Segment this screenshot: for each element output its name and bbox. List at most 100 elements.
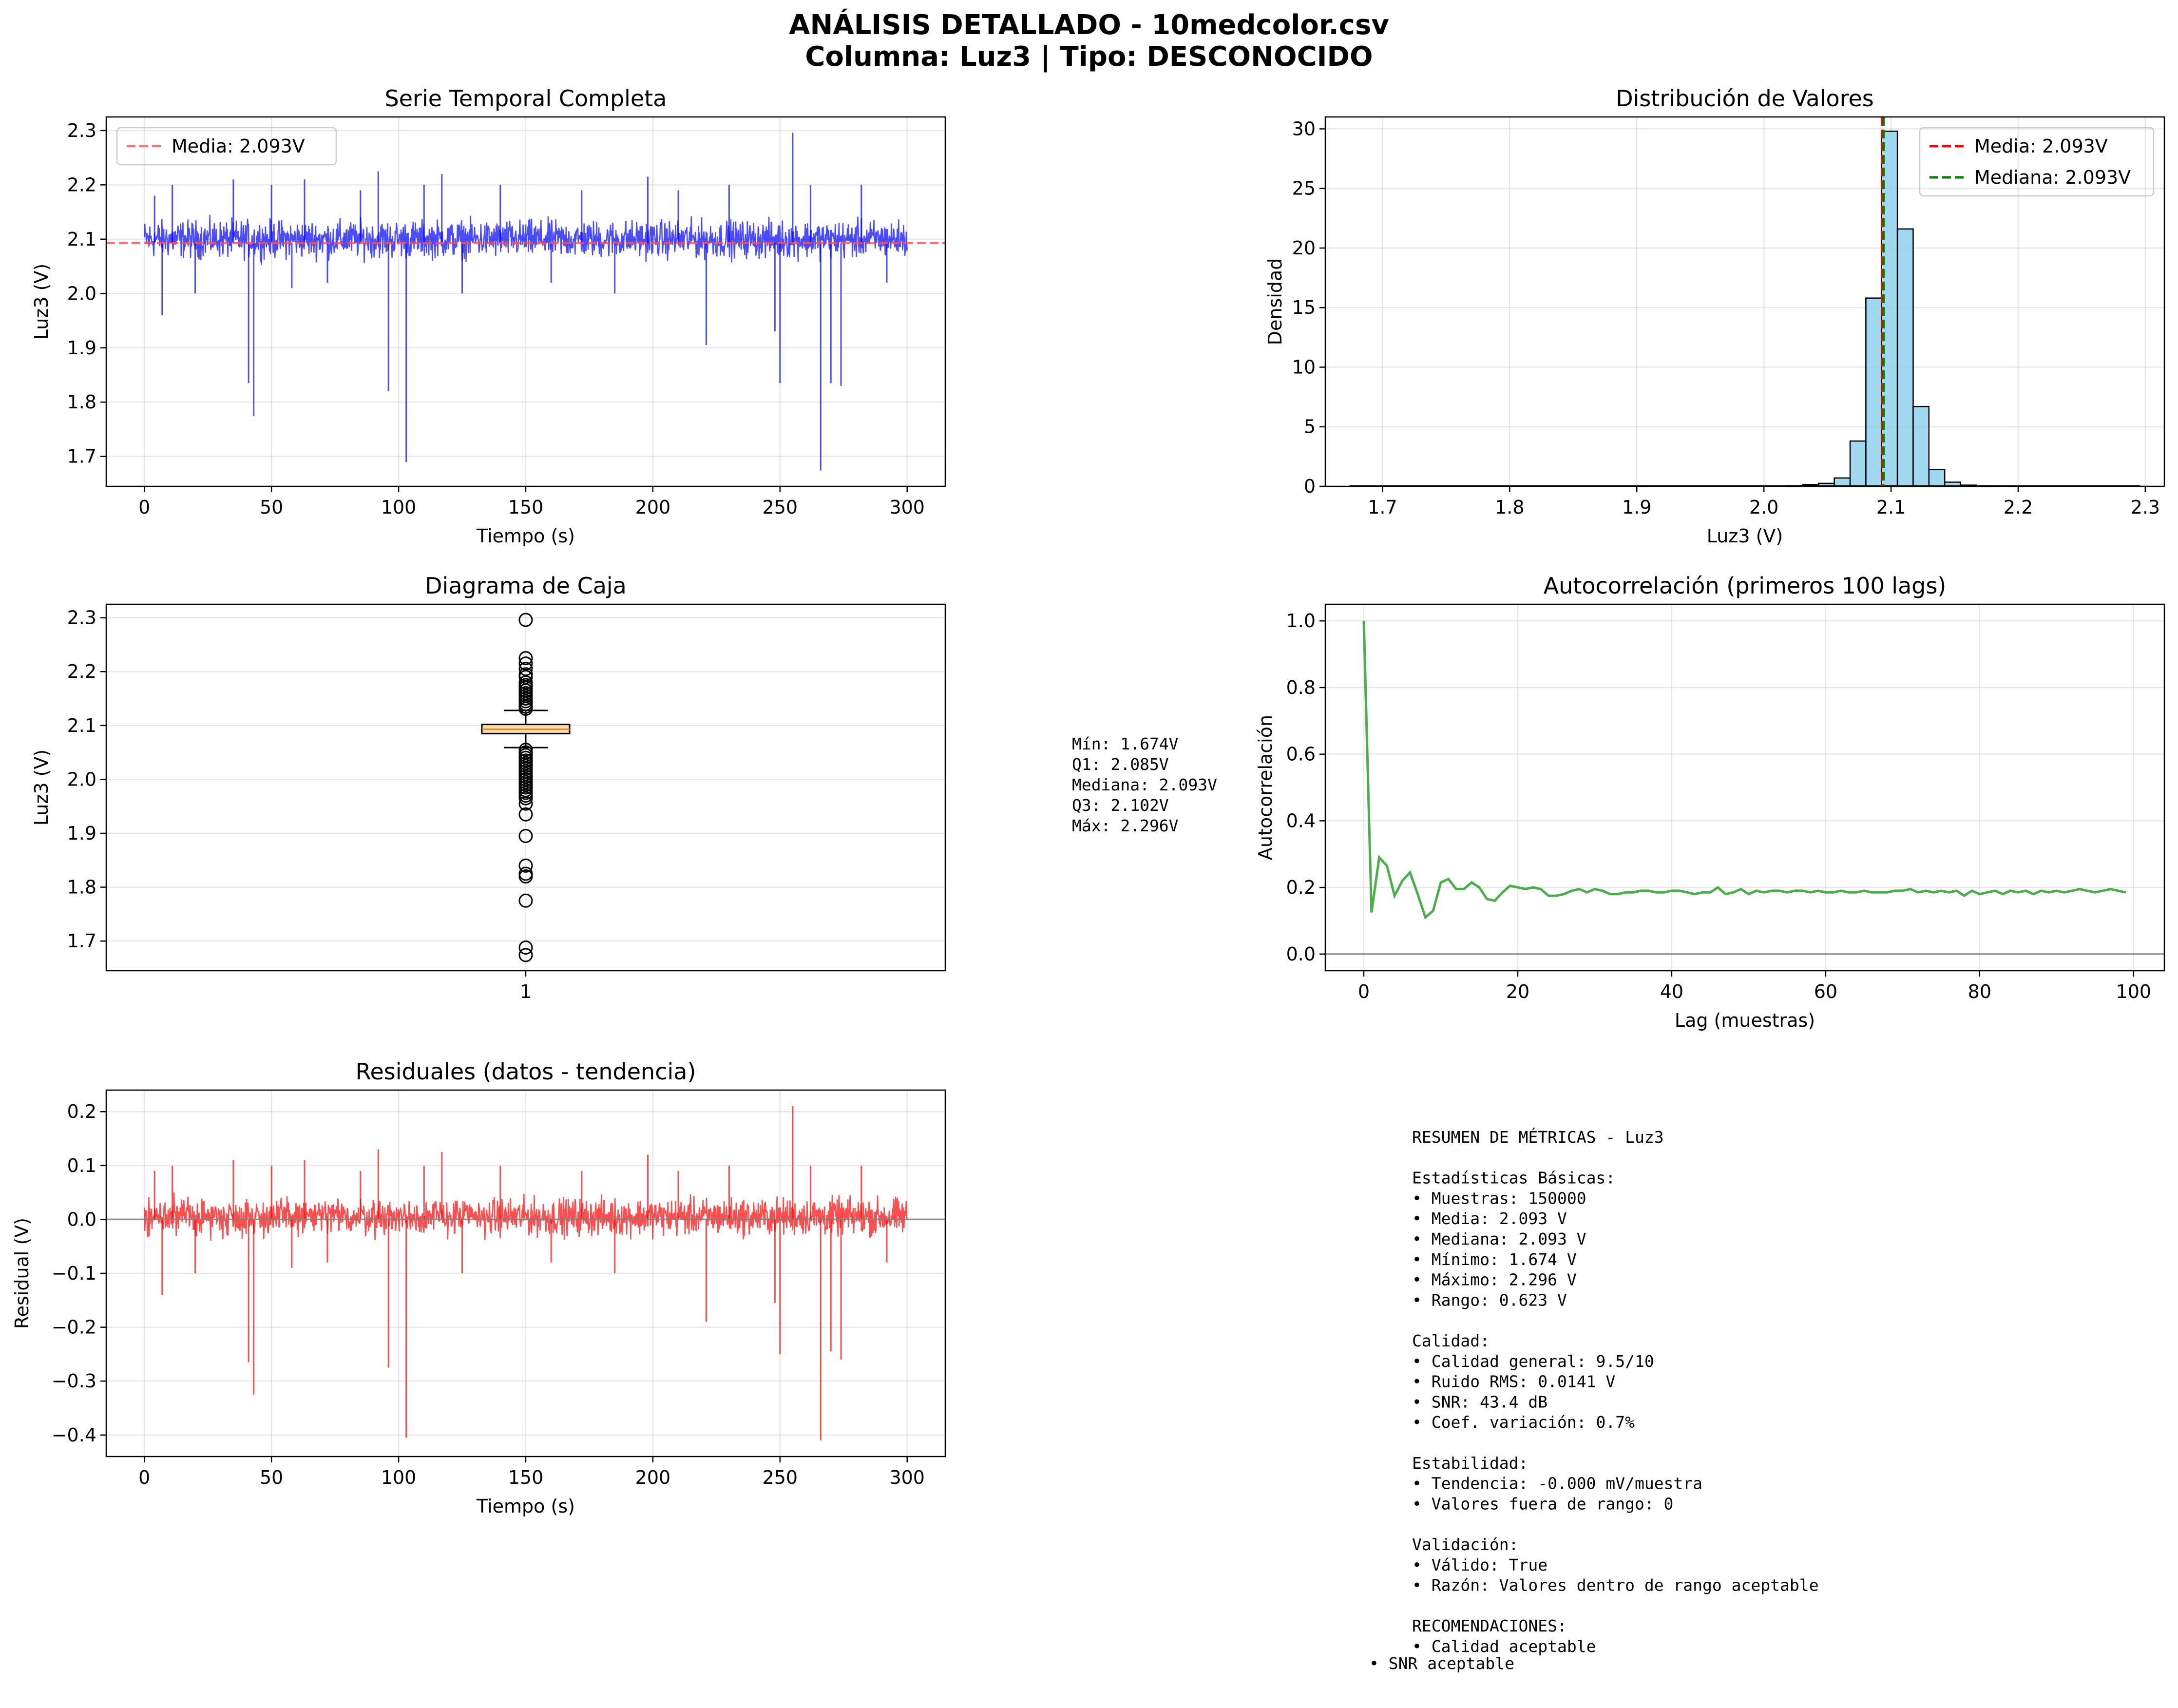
x-tick-label: 2.3	[2131, 497, 2160, 518]
y-tick-label: 1.8	[67, 877, 96, 898]
histogram-bar	[1849, 440, 1867, 487]
summary-line: • Media: 2.093 V	[1412, 1209, 1567, 1228]
legend-entry-mediana: Mediana: 2.093V	[1974, 167, 2131, 188]
x-tick-label: 2.2	[2004, 497, 2033, 518]
box-stat-line: Q1: 2.085V	[1072, 755, 1169, 774]
box-stat-line: Mediana: 2.093V	[1072, 775, 1217, 794]
outlier-point	[518, 796, 533, 811]
x-tick-label: 150	[508, 1467, 544, 1488]
x-tick-label: 1.9	[1622, 497, 1651, 518]
outlier-point	[518, 662, 533, 676]
y-tick-label: 0.4	[1286, 810, 1316, 831]
y-tick-label: 20	[1292, 237, 1316, 259]
summary-line: • Válido: True	[1412, 1555, 1548, 1574]
y-tick-label: 5	[1304, 416, 1316, 438]
panel-autocorrelacion: Autocorrelación (primeros 100 lags) Lag …	[1255, 573, 2165, 1031]
y-tick-label: 25	[1292, 178, 1316, 199]
y-axis-label: Luz3 (V)	[31, 264, 52, 340]
summary-line: RECOMENDACIONES:	[1412, 1616, 1567, 1635]
x-tick-label: 1.7	[1368, 497, 1397, 518]
summary-line: • Rango: 0.623 V	[1412, 1290, 1567, 1309]
y-tick-label: 1.9	[67, 823, 96, 844]
y-tick-label: 0.0	[67, 1209, 96, 1230]
outlier-point	[518, 829, 533, 844]
panel-residuales: Residuales (datos - tendencia) Tiempo (s…	[11, 1058, 946, 1517]
outlier-point	[518, 948, 533, 962]
x-tick-label: 100	[2116, 981, 2152, 1002]
outlier-point	[518, 807, 533, 822]
y-tick-label: 2.1	[67, 715, 96, 736]
x-tick-label: 80	[1968, 981, 1991, 1002]
x-tick-label: 200	[635, 497, 671, 518]
figure-title-line-1: ANÁLISIS DETALLADO - 10medcolor.csv	[789, 9, 1389, 41]
outlier-point	[518, 858, 533, 873]
y-axis-label: Residual (V)	[11, 1218, 33, 1329]
x-tick-label: 50	[260, 497, 283, 518]
legend: Media: 2.093V	[116, 127, 337, 166]
summary-line: Estabilidad:	[1412, 1454, 1528, 1473]
summary-line: • Calidad aceptable	[1412, 1637, 1596, 1656]
summary-line: RESUMEN DE MÉTRICAS - Luz3	[1412, 1127, 1664, 1147]
summary-line: • SNR: 43.4 dB	[1412, 1392, 1548, 1411]
y-tick-label: 2.3	[67, 607, 96, 629]
summary-line: • Razón: Valores dentro de rango aceptab…	[1412, 1576, 1818, 1595]
metrics-summary: RESUMEN DE MÉTRICAS - Luz3 Estadísticas B…	[1412, 1127, 1818, 1656]
outlier-point	[518, 702, 533, 716]
y-tick-label: 2.2	[67, 174, 96, 195]
y-tick-label: 1.9	[67, 337, 96, 359]
x-tick-label: 60	[1814, 981, 1837, 1002]
y-axis-label: Densidad	[1264, 258, 1286, 345]
panel-title: Autocorrelación (primeros 100 lags)	[1544, 573, 1947, 599]
panel-title: Serie Temporal Completa	[385, 85, 667, 112]
outlier-point	[518, 656, 533, 671]
y-tick-label: 1.7	[67, 930, 96, 952]
y-tick-label: 30	[1292, 118, 1316, 139]
x-tick-label: 1	[520, 981, 532, 1002]
axes-frame	[1324, 603, 2165, 972]
summary-line: Validación:	[1412, 1535, 1519, 1554]
panel-distribucion: Distribución de Valores Luz3 (V) Densida…	[1264, 85, 2165, 547]
axes-frame	[105, 603, 946, 972]
y-tick-label: −0.2	[52, 1317, 96, 1338]
summary-line: • Muestras: 150000	[1412, 1189, 1586, 1208]
y-tick-label: −0.1	[52, 1263, 96, 1284]
x-tick-label: 0	[1358, 981, 1370, 1002]
y-tick-label: 0.6	[1286, 744, 1316, 765]
y-tick-label: 2.0	[67, 768, 96, 790]
x-tick-label: 2.0	[1749, 497, 1778, 518]
summary-line: • Mínimo: 1.674 V	[1412, 1250, 1577, 1269]
summary-line: • Máximo: 2.296 V	[1412, 1270, 1577, 1289]
x-tick-label: 1.8	[1495, 497, 1524, 518]
summary-line: • Mediana: 2.093 V	[1412, 1229, 1586, 1248]
plot-layer	[1325, 604, 2164, 971]
histogram-bar	[1896, 228, 1914, 487]
y-tick-label: −0.4	[52, 1424, 96, 1446]
x-tick-label: 300	[889, 1467, 925, 1488]
acf-line	[1362, 621, 2126, 920]
y-tick-label: 0.8	[1286, 677, 1316, 698]
histogram-bar	[1834, 477, 1851, 487]
x-axis-label: Tiempo (s)	[476, 1496, 575, 1517]
panel-title: Diagrama de Caja	[425, 573, 627, 599]
panel-title: Residuales (datos - tendencia)	[356, 1058, 696, 1085]
y-tick-label: 15	[1292, 297, 1316, 318]
box-stat-line: Q3: 2.102V	[1072, 796, 1169, 815]
outlier-point	[518, 791, 533, 806]
legend-entry-media: Media: 2.093V	[172, 135, 305, 157]
x-tick-label: 100	[381, 497, 417, 518]
outlier-point	[518, 651, 533, 666]
panel-serie-temporal: Serie Temporal Completa Tiempo (s) Luz3 …	[31, 85, 946, 547]
x-tick-label: 200	[635, 1467, 671, 1488]
x-tick-label: 0	[138, 497, 150, 518]
outlier-point	[518, 940, 533, 955]
panel-diagrama-caja: Diagrama de Caja Luz3 (V) 1 1.7 1.8 1.9 2.0 2…	[31, 573, 946, 1002]
x-tick-label: 2.1	[1876, 497, 1906, 518]
x-tick-label: 300	[889, 497, 925, 518]
y-tick-label: 0.1	[67, 1155, 96, 1176]
summary-line: • Coef. variación: 0.7%	[1412, 1413, 1635, 1432]
histogram-bar	[1865, 297, 1882, 487]
axes-frame	[105, 116, 946, 487]
y-tick-label: 0.2	[67, 1101, 96, 1122]
y-tick-label: 10	[1292, 356, 1316, 378]
